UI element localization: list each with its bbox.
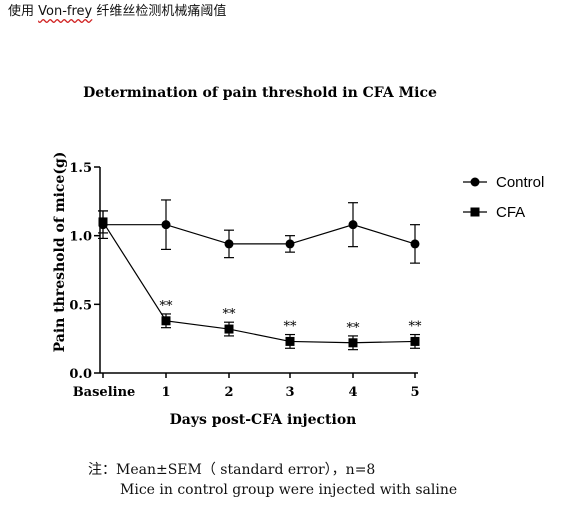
legend-label: Control [496,174,544,191]
data-point-control [410,239,420,249]
y-tick-label: 1.5 [69,161,92,176]
data-point-cfa [348,338,358,348]
x-tick-label: Baseline [73,385,136,400]
x-tick-label: 4 [348,385,357,400]
significance-marker: ** [409,320,423,335]
y-tick-label: 0.5 [69,298,92,313]
series-line-cfa [102,221,416,344]
legend-label: CFA [496,204,525,221]
data-point-control [285,239,295,249]
pain-threshold-chart: Determination of pain threshold in CFA M… [52,85,544,428]
data-point-cfa [285,336,295,346]
data-point-cfa [161,316,171,326]
chart-title: Determination of pain threshold in CFA M… [83,85,437,101]
note-line-2: Mice in control group were injected with… [120,482,458,498]
x-tick-label: 3 [285,385,294,400]
y-tick-label: 1.0 [69,230,92,245]
y-tick-label: 0.0 [69,367,92,382]
data-point-control [224,239,234,249]
significance-marker: ** [160,299,174,314]
heading-prefix: 使用 [8,4,39,19]
data-point-control [161,220,171,230]
data-point-cfa [224,324,234,334]
data-point-cfa [98,217,108,227]
legend-marker-circle [470,177,480,187]
note-line-1: 注：Mean±SEM（ standard error），n=8 [88,462,376,478]
data-point-control [348,220,358,230]
chart-note: 注：Mean±SEM（ standard error），n=8 Mice in … [88,460,457,500]
x-tick-label: 5 [410,385,419,400]
x-tick-label: 2 [224,385,233,400]
y-axis-label: Pain threshold of mice(g) [52,152,68,353]
x-tick-label: 1 [161,385,170,400]
document-heading: 使用 Von-frey 纤维丝检测机械痛阈值 [8,0,226,19]
series-line-control [103,224,416,245]
data-point-cfa [410,336,420,346]
significance-marker: ** [284,320,298,335]
significance-marker: ** [347,321,361,336]
x-axis-label: Days post-CFA injection [170,412,357,428]
heading-term: Von-frey [38,4,93,19]
significance-marker: ** [223,307,237,322]
legend-marker-square [470,207,480,217]
heading-suffix: 纤维丝检测机械痛阈值 [92,4,227,19]
